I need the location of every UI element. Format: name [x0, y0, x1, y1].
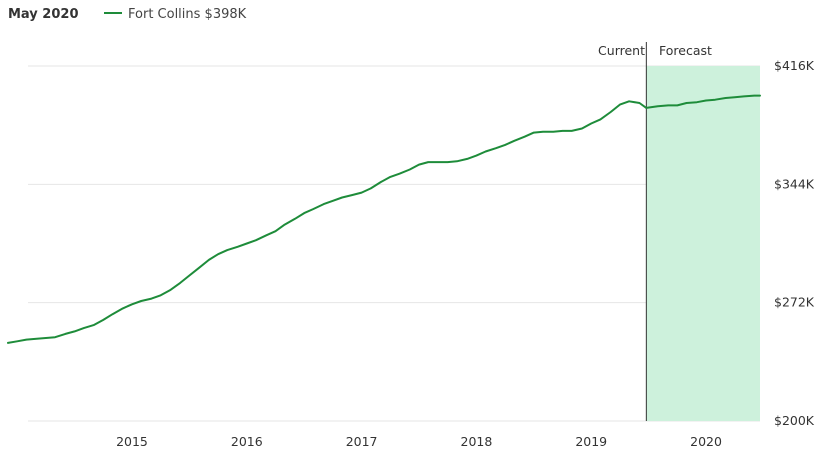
forecast-line [645, 94, 761, 109]
y-axis-ticks: $200K $272K $344K $416K [774, 58, 815, 428]
grid-lines [28, 65, 760, 422]
forecast-band [646, 66, 760, 421]
x-tick-label: 2016 [231, 434, 263, 449]
legend-label: Fort Collins $398K [128, 7, 247, 22]
series-line [7, 100, 648, 344]
x-tick-label: 2015 [116, 434, 148, 449]
y-tick-label: $416K [774, 58, 815, 73]
chart-date: May 2020 [8, 7, 79, 22]
x-tick-label: 2017 [346, 434, 378, 449]
x-axis-ticks: 2015 2016 2017 2018 2019 2020 [116, 434, 722, 449]
x-tick-label: 2020 [690, 434, 722, 449]
y-tick-label: $344K [774, 176, 815, 191]
y-tick-label: $200K [774, 413, 815, 428]
y-tick-label: $272K [774, 295, 815, 310]
series-lines [7, 94, 761, 344]
current-label: Current [598, 43, 645, 58]
forecast-label: Forecast [659, 43, 712, 58]
x-tick-label: 2018 [461, 434, 493, 449]
x-tick-label: 2019 [575, 434, 607, 449]
